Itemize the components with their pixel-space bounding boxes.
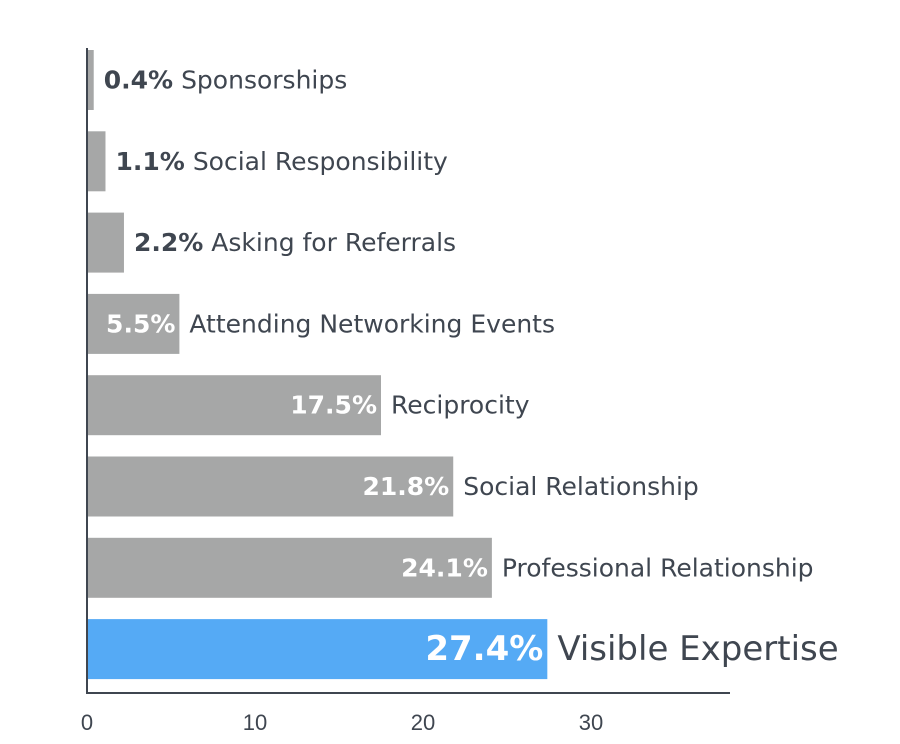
value-label-social-relationship: 21.8% (363, 472, 450, 501)
value-label-sponsorships: 0.4% (104, 66, 173, 95)
category-label-asking-for-referrals: Asking for Referrals (211, 228, 456, 257)
value-label-reciprocity: 17.5% (290, 391, 377, 420)
bar-sponsorships (87, 50, 94, 110)
value-label-asking-for-referrals: 2.2% (134, 228, 203, 257)
category-label-professional-relationship: Professional Relationship (502, 553, 814, 582)
value-label-visible-expertise: 27.4% (425, 629, 543, 669)
x-tick-label-20: 20 (411, 710, 435, 735)
category-label-visible-expertise: Visible Expertise (557, 629, 838, 669)
x-tick-label-10: 10 (243, 710, 267, 735)
bar-social-responsibility (87, 131, 105, 191)
x-tick-label-30: 30 (579, 710, 603, 735)
category-label-social-responsibility: Social Responsibility (193, 147, 448, 176)
category-label-attending-networking-events: Attending Networking Events (189, 309, 555, 338)
bar-asking-for-referrals (87, 213, 124, 273)
x-tick-labels: 0 10 20 30 (81, 710, 603, 735)
value-label-attending-networking-events: 5.5% (106, 309, 175, 338)
value-label-social-responsibility: 1.1% (115, 147, 184, 176)
bars-group (87, 50, 547, 679)
x-tick-label-0: 0 (81, 710, 93, 735)
category-label-sponsorships: Sponsorships (181, 66, 347, 95)
value-label-professional-relationship: 24.1% (401, 553, 488, 582)
category-label-reciprocity: Reciprocity (391, 391, 530, 420)
category-label-social-relationship: Social Relationship (463, 472, 699, 501)
